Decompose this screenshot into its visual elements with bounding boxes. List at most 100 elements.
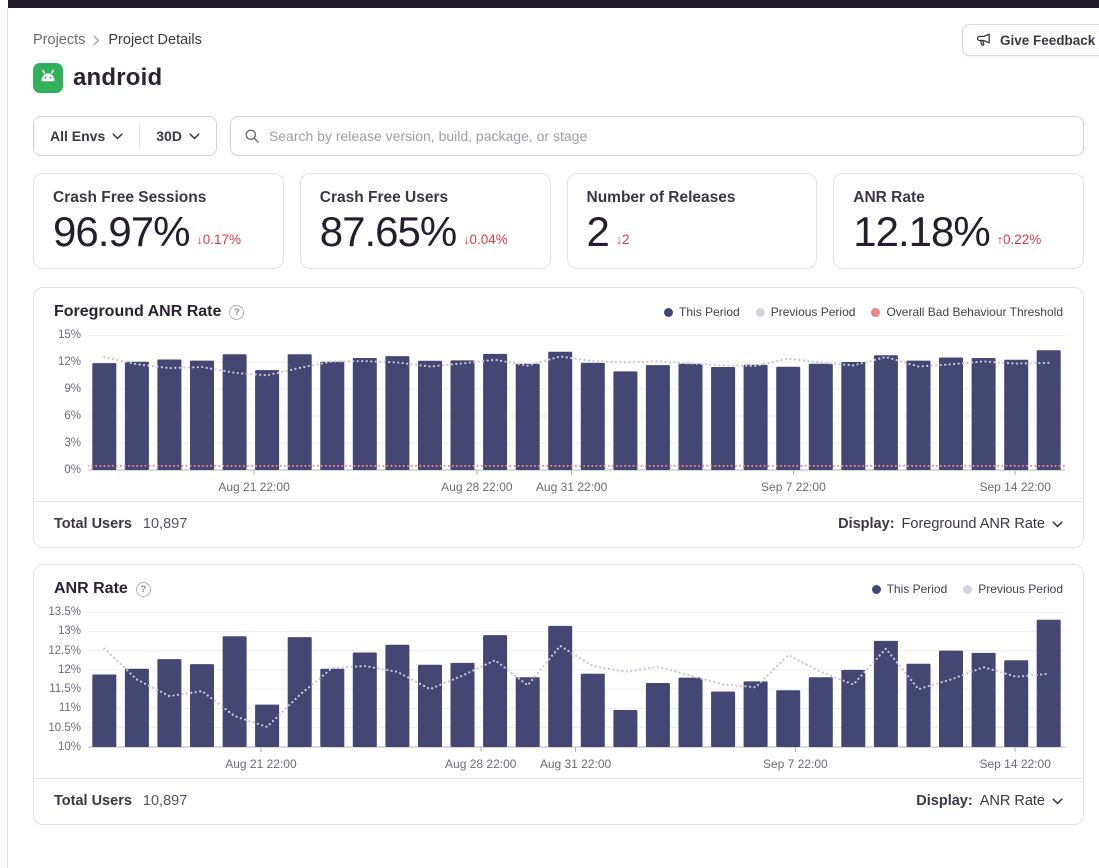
y-tick-label: 12% [57, 356, 81, 368]
this-period-bar[interactable] [92, 363, 117, 470]
stat-delta: ↓0.04% [463, 232, 508, 247]
y-tick-label: 10.5% [48, 721, 81, 734]
this-period-bar[interactable] [873, 355, 898, 471]
chart-canvas[interactable] [88, 612, 1065, 753]
this-period-bar[interactable] [157, 359, 182, 471]
y-tick-label: 12% [57, 663, 81, 676]
this-period-bar[interactable] [939, 357, 963, 471]
legend-item-previous-period[interactable]: Previous Period [963, 582, 1063, 596]
this-period-bar[interactable] [352, 358, 377, 470]
this-period-bar[interactable] [906, 663, 931, 747]
chart-canvas[interactable] [88, 335, 1065, 476]
search-box[interactable] [229, 116, 1084, 156]
this-period-bar[interactable] [678, 677, 703, 747]
this-period-bar[interactable] [548, 351, 573, 470]
stat-card-number-of-releases: Number of Releases 2 ↓2 [566, 173, 818, 269]
this-period-bar[interactable] [385, 644, 410, 747]
chevron-down-icon [189, 132, 200, 139]
this-period-bar[interactable] [841, 669, 866, 747]
this-period-bar[interactable] [645, 683, 670, 747]
date-range-filter-button[interactable]: 30D [140, 117, 216, 155]
this-period-bar[interactable] [678, 363, 703, 470]
main-content: Projects Project Details android All Env… [9, 8, 1099, 868]
this-period-bar[interactable] [613, 371, 638, 470]
this-period-bar[interactable] [287, 637, 312, 747]
this-period-bar[interactable] [124, 361, 149, 470]
this-period-bar[interactable] [190, 664, 214, 747]
this-period-bar[interactable] [1036, 350, 1061, 470]
search-input[interactable] [268, 128, 1070, 144]
this-period-bar[interactable] [1004, 359, 1029, 471]
this-period-bar[interactable] [418, 664, 442, 747]
this-period-bar[interactable] [515, 677, 540, 747]
this-period-bar[interactable] [776, 366, 801, 470]
this-period-bar[interactable] [971, 358, 996, 470]
this-period-bar[interactable] [222, 636, 247, 747]
this-period-bar[interactable] [320, 361, 345, 470]
megaphone-icon [976, 32, 992, 48]
foreground-anr-rate-plot[interactable]: 0% 3% 6% 9% 12% 15% Aug 21 22:00 Aug 28 22:00 A… [34, 329, 1083, 501]
this-period-bar[interactable] [808, 677, 833, 747]
y-tick-label: 15% [57, 329, 81, 341]
chart-footer: Total Users 10,897 Display: ANR Rate [34, 778, 1083, 824]
plot-area[interactable] [88, 335, 1065, 476]
y-axis: 0% 3% 6% 9% 12% 15% [40, 329, 88, 476]
this-period-bar[interactable] [939, 650, 963, 747]
arrow-down-icon: ↓ [196, 233, 203, 247]
this-period-bar[interactable] [483, 353, 508, 470]
help-icon[interactable]: ? [229, 304, 245, 320]
environment-filter-button[interactable]: All Envs [34, 117, 140, 155]
this-period-bar[interactable] [1004, 660, 1029, 747]
x-axis: Aug 21 22:00 Aug 28 22:00 Aug 31 22:00 Sep … [88, 754, 1065, 778]
this-period-bar[interactable] [157, 659, 182, 747]
this-period-bar[interactable] [190, 360, 214, 470]
this-period-bar[interactable] [711, 367, 736, 470]
x-tick-label: Sep 14 22:00 [979, 757, 1051, 771]
this-period-bar[interactable] [255, 370, 280, 470]
this-period-bar[interactable] [1036, 619, 1061, 747]
this-period-bar[interactable] [743, 681, 768, 747]
stat-value: 87.65% [319, 208, 457, 255]
this-period-bar[interactable] [450, 360, 475, 470]
this-period-bar[interactable] [645, 365, 670, 470]
legend-label: Previous Period [770, 305, 856, 319]
this-period-bar[interactable] [580, 673, 605, 747]
this-period-bar[interactable] [124, 668, 149, 747]
stat-card-crash-free-sessions: Crash Free Sessions 96.97% ↓0.17% [33, 173, 284, 269]
this-period-bar[interactable] [222, 354, 247, 470]
this-period-bar[interactable] [548, 625, 573, 747]
anr-rate-plot[interactable]: 10% 10.5% 11% 11.5% 12% 12.5% 13% 13.5% Aug 21 … [34, 606, 1083, 778]
breadcrumb-projects-link[interactable]: Projects [33, 32, 86, 48]
this-period-bar[interactable] [808, 363, 833, 470]
this-period-bar[interactable] [906, 360, 931, 470]
legend-item-this-period[interactable]: This Period [871, 582, 947, 596]
display-select[interactable]: Display: ANR Rate [916, 793, 1063, 809]
this-period-bar[interactable] [873, 640, 898, 747]
this-period-bar[interactable] [450, 662, 475, 747]
this-period-bar[interactable] [776, 690, 801, 747]
legend-item-overall-bad-behaviour-threshold[interactable]: Overall Bad Behaviour Threshold [871, 305, 1063, 319]
help-icon[interactable]: ? [135, 581, 151, 597]
this-period-bar[interactable] [385, 356, 410, 470]
this-period-bar[interactable] [841, 362, 866, 470]
this-period-bar[interactable] [613, 710, 638, 747]
this-period-bar[interactable] [418, 360, 442, 470]
display-select[interactable]: Display: Foreground ANR Rate [838, 516, 1063, 532]
this-period-bar[interactable] [743, 364, 768, 470]
chart-legend: This Period Previous Period [871, 582, 1063, 596]
this-period-bar[interactable] [483, 635, 508, 747]
this-period-bar[interactable] [971, 652, 996, 747]
give-feedback-button[interactable]: Give Feedback [962, 24, 1099, 56]
y-tick-label: 9% [64, 383, 81, 395]
plot-area[interactable] [88, 612, 1065, 753]
legend-item-previous-period[interactable]: Previous Period [755, 305, 856, 319]
x-tick-label: Sep 14 22:00 [979, 480, 1051, 494]
this-period-bar[interactable] [320, 668, 345, 747]
legend-item-this-period[interactable]: This Period [664, 305, 740, 319]
this-period-bar[interactable] [352, 652, 377, 748]
this-period-bar[interactable] [287, 354, 312, 470]
this-period-bar[interactable] [92, 674, 117, 748]
this-period-bar[interactable] [711, 691, 736, 748]
this-period-bar[interactable] [580, 362, 605, 470]
this-period-bar[interactable] [515, 363, 540, 470]
